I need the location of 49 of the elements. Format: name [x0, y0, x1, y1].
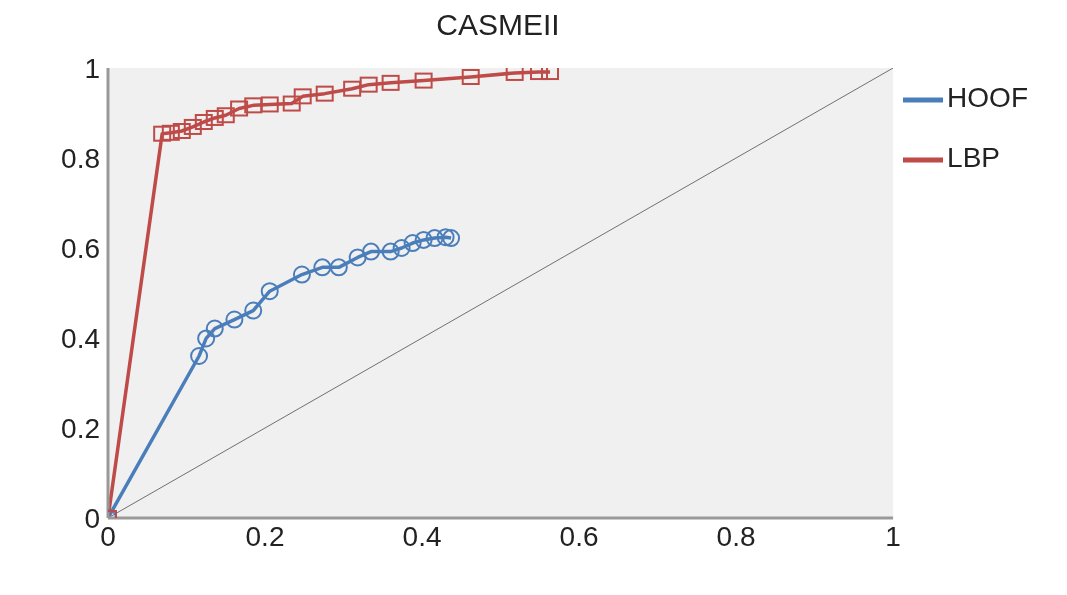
- point: [425, 229, 444, 248]
- point: [442, 229, 461, 248]
- point: [313, 258, 332, 277]
- point: [461, 69, 480, 85]
- point: [153, 125, 172, 142]
- point: [161, 124, 180, 141]
- x-tick-label: 0.6: [559, 520, 599, 552]
- point: [359, 76, 378, 93]
- point: [315, 85, 334, 102]
- point: [260, 282, 279, 301]
- point: [282, 95, 301, 112]
- legend-label: HOOF: [947, 82, 1028, 113]
- point: [343, 80, 362, 97]
- y-tick-label: 1: [84, 52, 100, 84]
- x-tick-label: 0.4: [402, 520, 442, 552]
- point: [172, 123, 191, 139]
- point: [381, 74, 400, 91]
- point: [225, 310, 244, 329]
- point: [260, 96, 279, 113]
- point: [403, 234, 422, 253]
- point: [362, 242, 381, 261]
- x-tick-label: 0.2: [245, 520, 285, 552]
- x-tick-label: 1: [885, 520, 901, 552]
- point: [414, 72, 433, 89]
- y-tick-label: 0.4: [61, 322, 100, 354]
- y-tick-label: 0.2: [61, 412, 100, 444]
- point: [436, 228, 455, 247]
- point: [381, 242, 400, 261]
- point: [205, 109, 224, 126]
- point: [183, 118, 202, 135]
- y-tick-label: 0.6: [61, 232, 100, 264]
- point: [205, 319, 224, 338]
- point: [293, 88, 312, 105]
- x-tick-label: 0.8: [716, 520, 756, 552]
- point: [348, 248, 367, 267]
- point: [414, 230, 433, 249]
- y-tick-label: 0.8: [61, 142, 100, 174]
- point: [190, 347, 209, 365]
- legend-label: LBP: [947, 142, 1001, 173]
- point: [244, 97, 263, 114]
- point: [244, 301, 263, 320]
- point: [392, 239, 411, 257]
- chart-title: CASMEII: [435, 8, 561, 43]
- point: [230, 100, 249, 117]
- point: [216, 107, 235, 124]
- point: [329, 258, 348, 277]
- point: [292, 265, 311, 284]
- point: [194, 114, 213, 130]
- point: [197, 329, 216, 348]
